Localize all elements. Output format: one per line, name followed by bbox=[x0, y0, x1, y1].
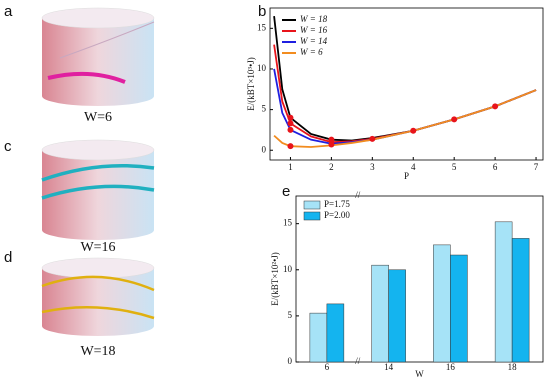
caption: W=16 bbox=[80, 240, 115, 255]
x-tick-label: 3 bbox=[370, 162, 375, 172]
marker bbox=[287, 120, 294, 127]
marker bbox=[369, 135, 376, 142]
panel-label: b bbox=[258, 3, 266, 20]
y-tick-label: 10 bbox=[257, 63, 267, 73]
plot-frame bbox=[269, 7, 544, 161]
marker bbox=[287, 126, 294, 133]
x-tick-label: 7 bbox=[534, 162, 539, 172]
axis-break: // bbox=[355, 190, 361, 200]
y-tick-label: 0 bbox=[262, 144, 267, 154]
x-tick-label: 6 bbox=[493, 162, 498, 172]
line bbox=[273, 44, 537, 144]
cylinder-d bbox=[41, 257, 155, 336]
marker bbox=[287, 114, 294, 121]
bar bbox=[511, 238, 530, 363]
marker bbox=[492, 103, 499, 110]
legend-label: W = 14 bbox=[300, 36, 328, 46]
legend-swatch bbox=[303, 211, 321, 221]
y-tick-label: 10 bbox=[283, 264, 293, 274]
axis-break: // bbox=[355, 356, 361, 366]
bar bbox=[494, 221, 513, 363]
line bbox=[273, 89, 537, 148]
x-tick-label: 14 bbox=[384, 362, 394, 372]
caption: W=18 bbox=[80, 344, 115, 359]
y-tick-label: 0 bbox=[288, 356, 293, 366]
x-tick-label: 1 bbox=[288, 162, 293, 172]
legend-label: W = 6 bbox=[300, 47, 323, 57]
x-tick-label: 6 bbox=[325, 362, 330, 372]
marker bbox=[287, 143, 294, 150]
marker bbox=[451, 116, 458, 123]
cylinder-a bbox=[41, 7, 155, 106]
bar bbox=[450, 254, 468, 363]
bar bbox=[433, 244, 451, 363]
marker bbox=[410, 127, 417, 134]
bar bbox=[388, 269, 406, 363]
x-axis-label: P bbox=[404, 171, 409, 181]
x-tick-label: 18 bbox=[508, 362, 518, 372]
marker bbox=[328, 136, 335, 143]
panel-label: c bbox=[4, 138, 12, 155]
y-tick-label: 15 bbox=[283, 218, 293, 228]
panel-label: a bbox=[4, 3, 13, 20]
x-tick-label: 4 bbox=[411, 162, 416, 172]
bar bbox=[309, 312, 328, 363]
panel-label: e bbox=[282, 183, 290, 200]
bar bbox=[326, 303, 345, 363]
legend-label: P=1.75 bbox=[324, 199, 350, 209]
plot-frame bbox=[295, 195, 544, 363]
x-tick-label: 16 bbox=[446, 362, 456, 372]
legend-label: P=2.00 bbox=[324, 210, 350, 220]
legend-label: W = 16 bbox=[300, 25, 328, 35]
marker bbox=[328, 141, 335, 148]
x-axis-label: W bbox=[415, 369, 424, 379]
legend-label: W = 18 bbox=[300, 14, 328, 24]
caption: W=6 bbox=[84, 110, 112, 125]
x-tick-label: 5 bbox=[452, 162, 457, 172]
y-tick-label: 5 bbox=[288, 310, 293, 320]
bar bbox=[371, 264, 389, 363]
y-tick-label: 5 bbox=[262, 104, 267, 114]
panel-label: d bbox=[4, 249, 12, 266]
cylinder-c bbox=[41, 139, 155, 240]
legend-swatch bbox=[303, 200, 321, 210]
y-axis-label: E/(kBT×10³•J) bbox=[246, 57, 256, 110]
y-axis-label: E/(kBT×10²•J) bbox=[270, 252, 280, 305]
y-tick-label: 15 bbox=[257, 22, 267, 32]
x-tick-label: 2 bbox=[329, 162, 334, 172]
